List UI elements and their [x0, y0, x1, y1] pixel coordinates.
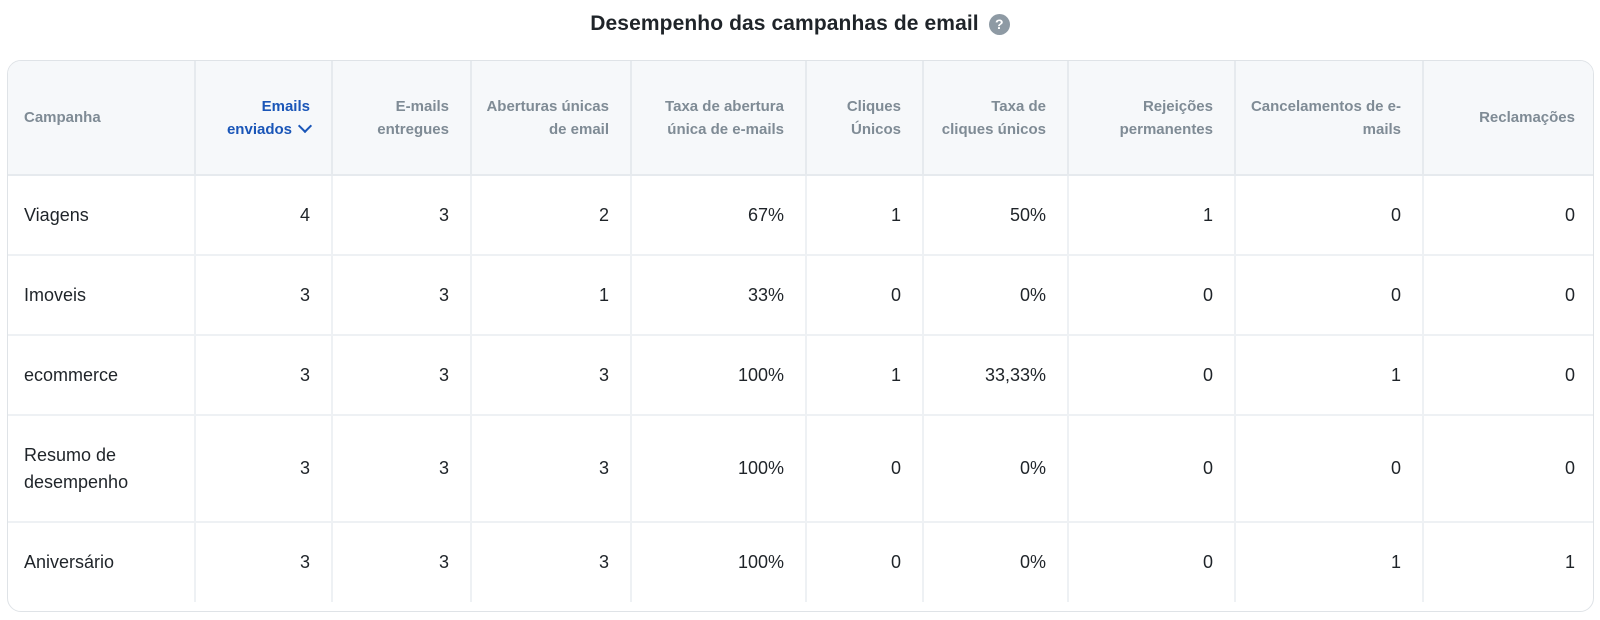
cell-reclamacoes: 0 [1423, 255, 1593, 336]
cell-cancelamentos: 0 [1235, 175, 1424, 256]
cell-campanha: Viagens [8, 175, 196, 256]
cell-taxa-abertura: 100% [631, 522, 807, 602]
cell-taxa-cliques: 33,33% [923, 335, 1069, 416]
column-header-emails-entregues[interactable]: E-mails entregues [332, 61, 472, 176]
campaign-table-card: Campanha Emails enviados E-mails entregu… [7, 60, 1594, 612]
title-row: Desempenho das campanhas de email ? [0, 10, 1600, 38]
cell-taxa-abertura: 33% [631, 255, 807, 336]
cell-emails-entregues: 3 [332, 175, 472, 256]
cell-reclamacoes: 0 [1423, 335, 1593, 416]
question-circle-icon[interactable]: ? [988, 13, 1010, 35]
cell-emails-enviados: 3 [195, 522, 333, 602]
cell-cliques-unicos: 1 [806, 335, 924, 416]
cell-rejeicoes: 0 [1068, 255, 1236, 336]
cell-emails-enviados: 3 [195, 335, 333, 416]
cell-emails-entregues: 3 [332, 335, 472, 416]
cell-reclamacoes: 0 [1423, 415, 1593, 523]
cell-cancelamentos: 0 [1235, 255, 1424, 336]
cell-rejeicoes: 0 [1068, 522, 1236, 602]
column-header-emails-enviados[interactable]: Emails enviados [195, 61, 333, 176]
table-row: Aniversário 3 3 3 100% 0 0% 0 1 1 [8, 522, 1593, 602]
cell-taxa-cliques: 50% [923, 175, 1069, 256]
table-header-row: Campanha Emails enviados E-mails entregu… [8, 61, 1593, 176]
column-header-taxa-abertura[interactable]: Taxa de abertura única de e-mails [631, 61, 807, 176]
cell-emails-entregues: 3 [332, 255, 472, 336]
table-row: Resumo de desempenho 3 3 3 100% 0 0% 0 0… [8, 415, 1593, 523]
table-row: Imoveis 3 3 1 33% 0 0% 0 0 0 [8, 255, 1593, 336]
cell-rejeicoes: 0 [1068, 415, 1236, 523]
column-header-taxa-cliques[interactable]: Taxa de cliques únicos [923, 61, 1069, 176]
cell-aberturas-unicas: 3 [471, 415, 632, 523]
cell-taxa-abertura: 100% [631, 415, 807, 523]
cell-emails-entregues: 3 [332, 522, 472, 602]
cell-emails-entregues: 3 [332, 415, 472, 523]
cell-aberturas-unicas: 3 [471, 335, 632, 416]
cell-cliques-unicos: 1 [806, 175, 924, 256]
column-header-aberturas-unicas[interactable]: Aberturas únicas de email [471, 61, 632, 176]
cell-campanha: Aniversário [8, 522, 196, 602]
cell-taxa-cliques: 0% [923, 415, 1069, 523]
cell-emails-enviados: 3 [195, 255, 333, 336]
cell-aberturas-unicas: 3 [471, 522, 632, 602]
column-header-rejeicoes[interactable]: Rejeições permanentes [1068, 61, 1236, 176]
cell-campanha: ecommerce [8, 335, 196, 416]
cell-emails-enviados: 4 [195, 175, 333, 256]
cell-emails-enviados: 3 [195, 415, 333, 523]
cell-cliques-unicos: 0 [806, 522, 924, 602]
cell-reclamacoes: 0 [1423, 175, 1593, 256]
cell-cancelamentos: 1 [1235, 335, 1424, 416]
table-row: Viagens 4 3 2 67% 1 50% 1 0 0 [8, 175, 1593, 256]
campaign-performance-table: Campanha Emails enviados E-mails entregu… [8, 61, 1593, 602]
table-row: ecommerce 3 3 3 100% 1 33,33% 0 1 0 [8, 335, 1593, 416]
cell-taxa-cliques: 0% [923, 522, 1069, 602]
column-header-cliques-unicos[interactable]: Cliques Únicos [806, 61, 924, 176]
cell-campanha: Imoveis [8, 255, 196, 336]
cell-rejeicoes: 0 [1068, 335, 1236, 416]
column-header-cancelamentos[interactable]: Cancelamentos de e-mails [1235, 61, 1424, 176]
cell-rejeicoes: 1 [1068, 175, 1236, 256]
cell-campanha: Resumo de desempenho [8, 415, 196, 523]
column-header-label: Emails enviados [226, 97, 310, 138]
cell-aberturas-unicas: 2 [471, 175, 632, 256]
chevron-down-icon [297, 118, 313, 133]
cell-aberturas-unicas: 1 [471, 255, 632, 336]
cell-cancelamentos: 0 [1235, 415, 1424, 523]
cell-taxa-abertura: 100% [631, 335, 807, 416]
column-header-reclamacoes[interactable]: Reclamações [1423, 61, 1593, 176]
cell-taxa-cliques: 0% [923, 255, 1069, 336]
cell-cliques-unicos: 0 [806, 255, 924, 336]
column-header-campanha[interactable]: Campanha [8, 61, 196, 176]
cell-reclamacoes: 1 [1564, 552, 1575, 572]
page-title: Desempenho das campanhas de email [590, 12, 979, 35]
cell-cancelamentos: 1 [1235, 522, 1424, 602]
cell-taxa-abertura: 67% [631, 175, 807, 256]
cell-cliques-unicos: 0 [806, 415, 924, 523]
